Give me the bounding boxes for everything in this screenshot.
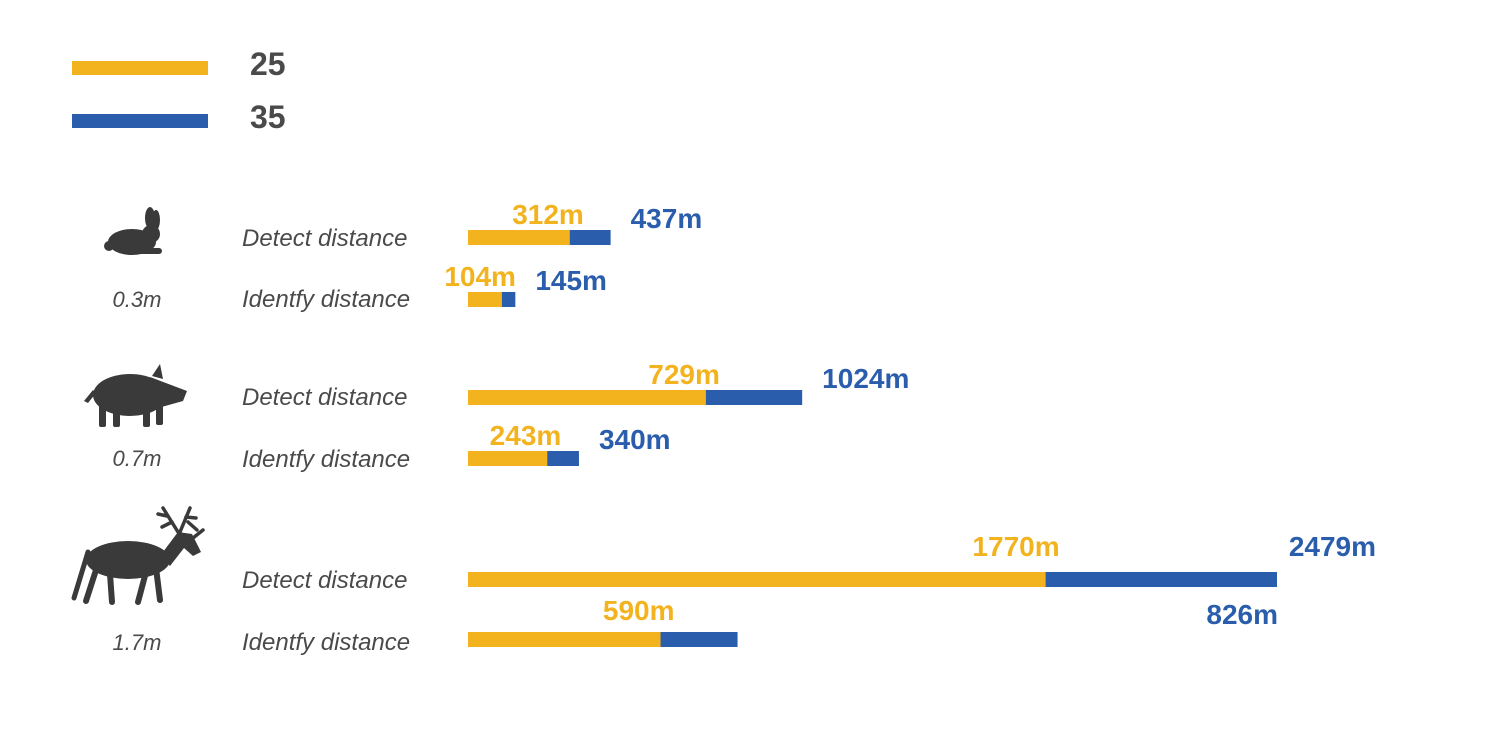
legend-swatch-35 bbox=[72, 114, 208, 128]
caribou-icon bbox=[71, 506, 205, 605]
g2-detect-bar-25 bbox=[468, 390, 706, 405]
g3-detect-row-label: Detect distance bbox=[242, 567, 407, 594]
g1-detect-bar-25 bbox=[468, 230, 570, 245]
g2-identify-value-35: 340m bbox=[599, 424, 671, 455]
g3-identify-bar-25 bbox=[468, 632, 661, 647]
size-label-rabbit: 0.3m bbox=[113, 287, 162, 312]
g1-detect-value-35: 437m bbox=[631, 203, 703, 234]
g1-detect-row-label: Detect distance bbox=[242, 225, 407, 252]
g3-detect-value-35: 2479m bbox=[1289, 531, 1376, 562]
legend-label-35: 35 bbox=[250, 99, 286, 135]
g3-identify-row-label: Identfy distance bbox=[242, 629, 410, 656]
size-label-caribou: 1.7m bbox=[113, 630, 162, 655]
g3-detect-bar-25 bbox=[468, 572, 1046, 587]
g1-identify-bar-25 bbox=[468, 292, 502, 307]
g3-detect-value-25: 1770m bbox=[972, 531, 1059, 562]
bars-layer: Detect distance 312m 437m Identfy distance 1… bbox=[242, 199, 1376, 656]
g2-identify-value-25: 243m bbox=[490, 420, 562, 451]
g1-detect-value-25: 312m bbox=[512, 199, 584, 230]
legend-label-25: 25 bbox=[250, 46, 286, 82]
g2-detect-row-label: Detect distance bbox=[242, 384, 407, 411]
legend: 25 35 bbox=[72, 46, 286, 135]
g2-detect-value-35: 1024m bbox=[822, 363, 909, 394]
legend-swatch-25 bbox=[72, 61, 208, 75]
rabbit-icon bbox=[104, 207, 162, 255]
g1-identify-value-25: 104m bbox=[444, 261, 516, 292]
g3-identify-value-25: 590m bbox=[603, 595, 675, 626]
g2-identify-bar-25 bbox=[468, 451, 548, 466]
g3-identify-value-35: 826m bbox=[1206, 599, 1278, 630]
size-label-boar: 0.7m bbox=[113, 446, 162, 471]
g1-identify-value-35: 145m bbox=[535, 265, 607, 296]
g2-identify-row-label: Identfy distance bbox=[242, 446, 410, 473]
boar-icon bbox=[84, 364, 187, 427]
g2-detect-value-25: 729m bbox=[648, 359, 720, 390]
g1-identify-row-label: Identfy distance bbox=[242, 286, 410, 313]
